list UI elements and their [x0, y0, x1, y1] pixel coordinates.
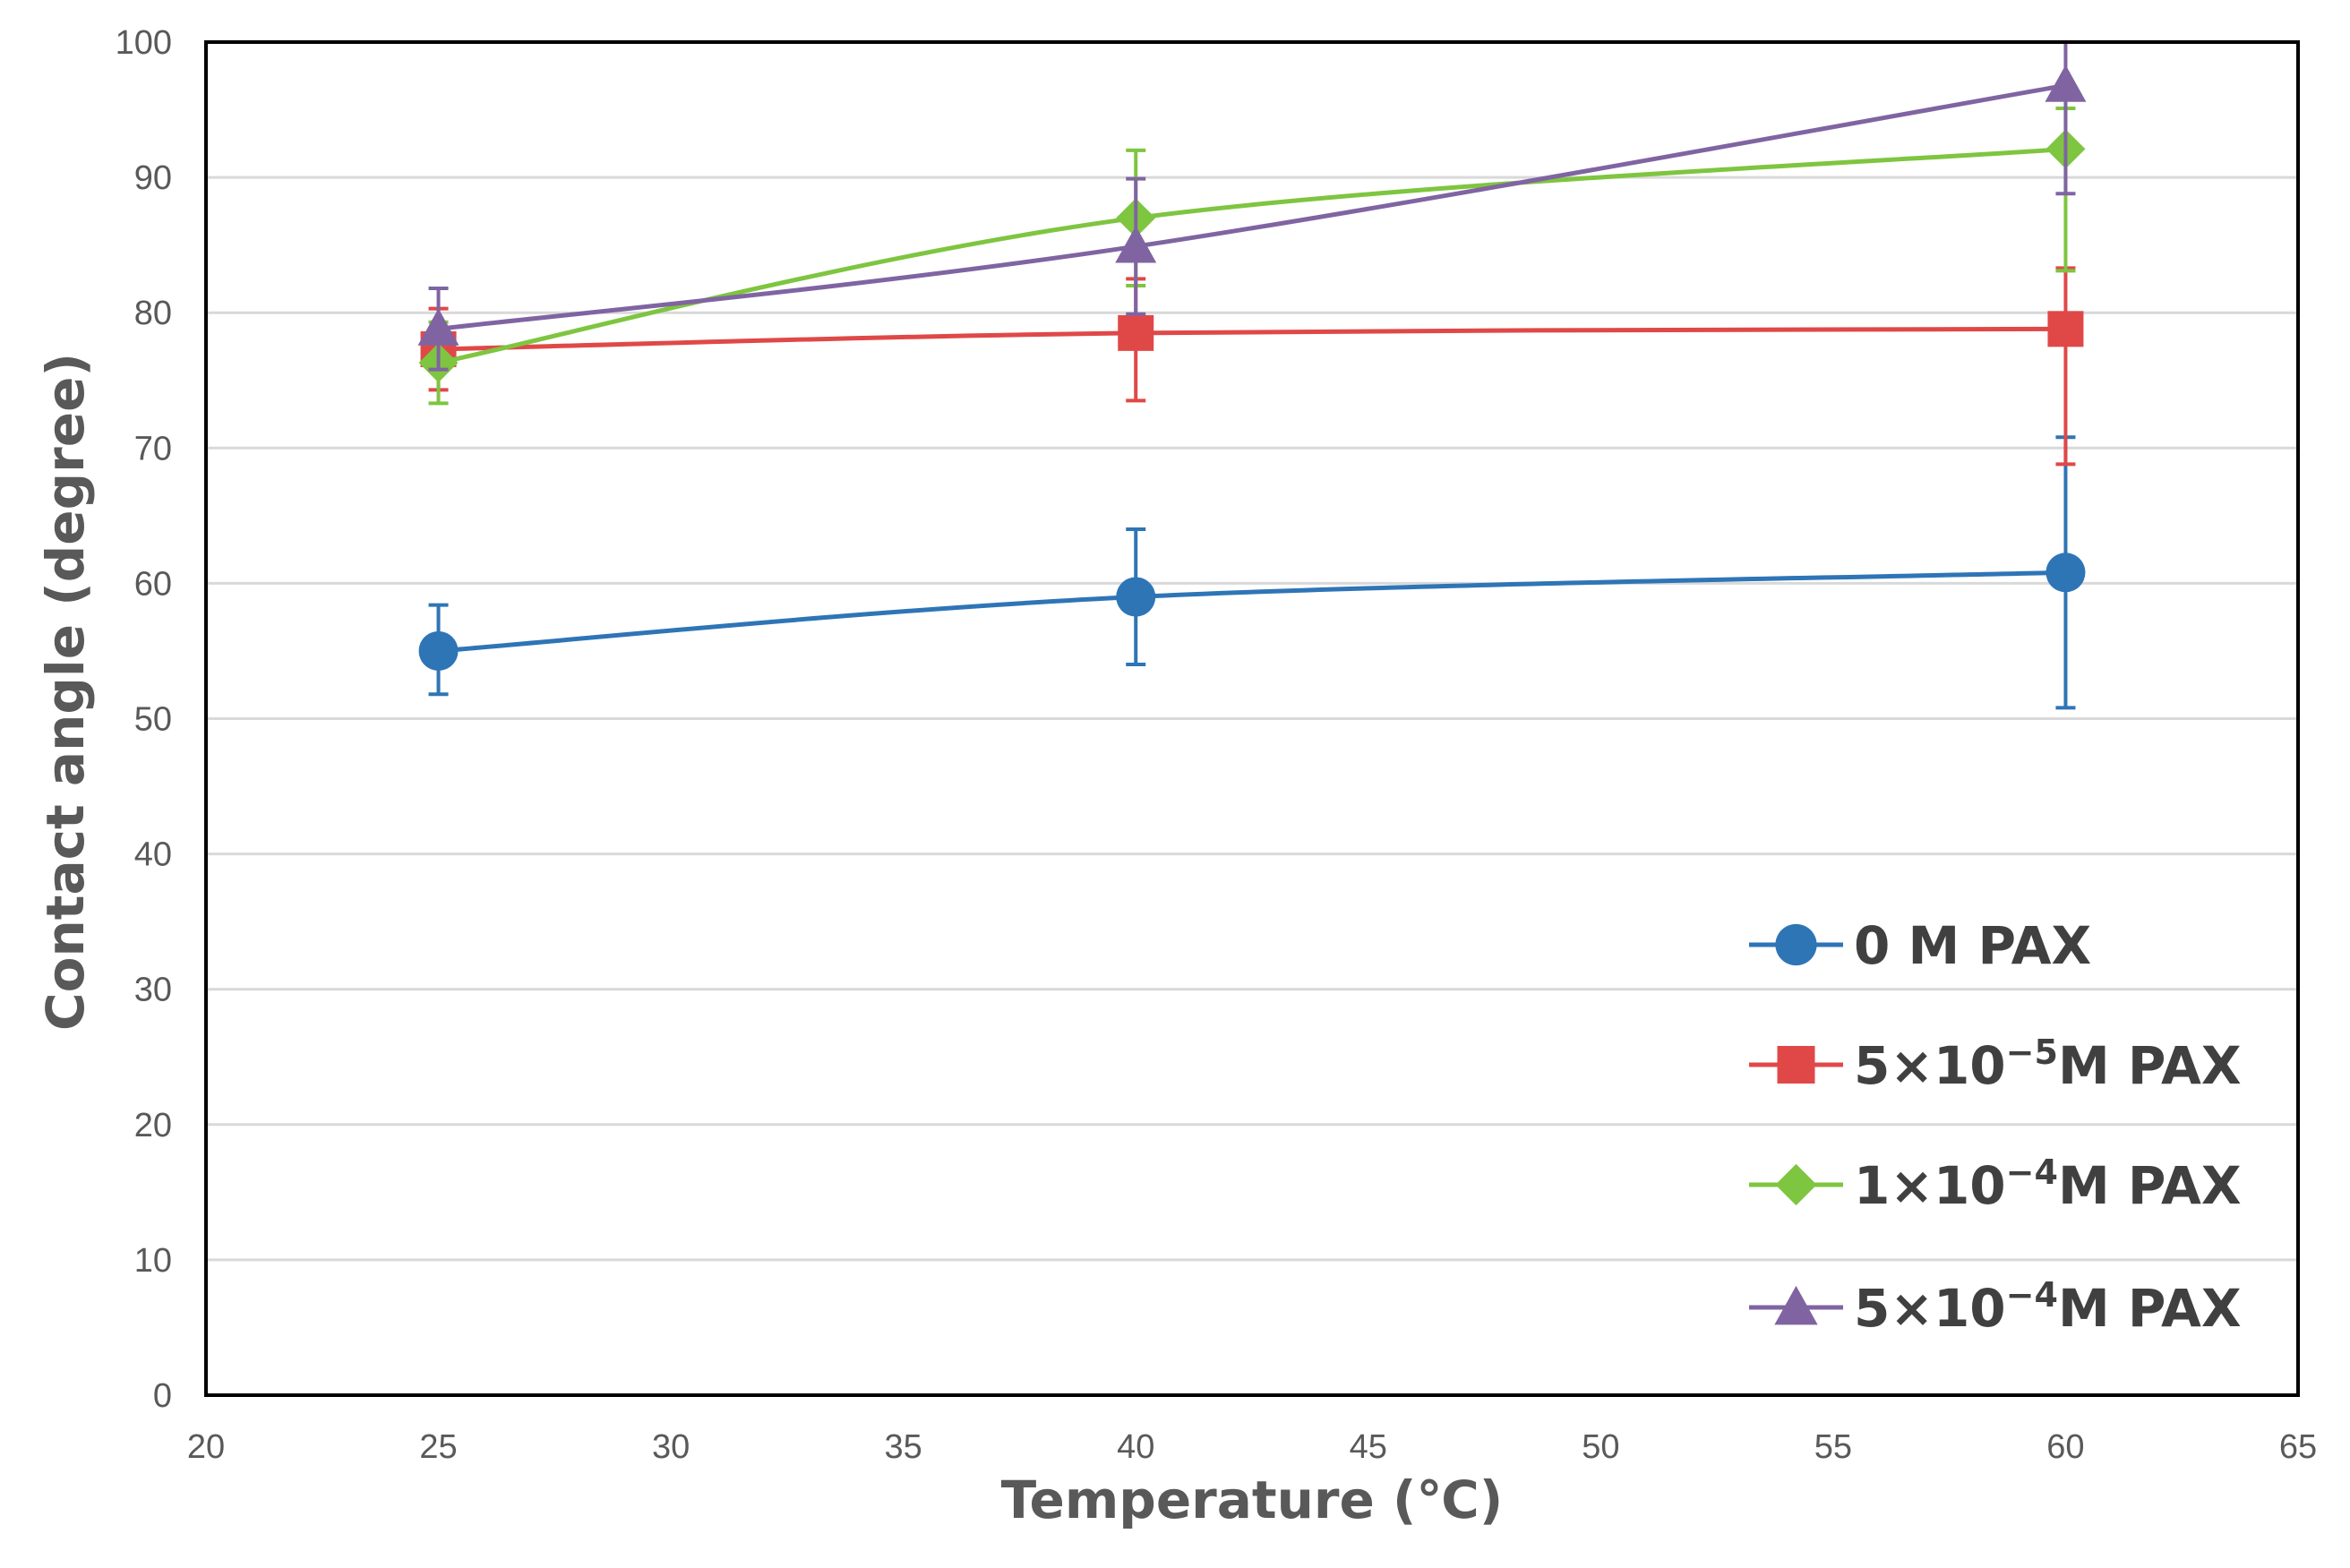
- y-tick-label: 20: [134, 1107, 172, 1144]
- legend-marker: [1775, 1163, 1817, 1206]
- x-tick-label: 35: [885, 1428, 922, 1466]
- legend-label-part: M PAX: [2058, 1155, 2242, 1216]
- y-tick-label: 0: [153, 1377, 172, 1415]
- y-tick-label: 90: [134, 159, 172, 197]
- legend-entry-0: 0 M PAX: [1749, 915, 2091, 976]
- series-line: [438, 146, 2066, 365]
- y-axis-title: Contact angle (degree): [35, 353, 96, 1031]
- data-point: [1116, 577, 1156, 617]
- legend-label-part: M PAX: [2058, 1278, 2242, 1339]
- y-tick-label: 60: [134, 565, 172, 603]
- x-tick-label: 20: [187, 1428, 225, 1466]
- series-2: [418, 107, 2086, 406]
- data-point: [1115, 226, 1157, 263]
- legend-marker: [1775, 923, 1817, 966]
- legend-marker: [1774, 1285, 1818, 1325]
- y-tick-labels: 0 10 20 30 40 50 60 70 80 90 100: [116, 24, 172, 1415]
- y-tick-label: 10: [134, 1242, 172, 1280]
- x-tick-label: 55: [1814, 1428, 1852, 1466]
- data-point: [417, 308, 459, 346]
- legend-label-part: 5×10: [1854, 1278, 2006, 1339]
- data-point: [1118, 314, 1154, 351]
- legend-entry-2: 1×10−4M PAX: [1749, 1152, 2242, 1216]
- legend-exponent: −5: [2006, 1032, 2058, 1072]
- legend-label-part: 1×10: [1854, 1155, 2006, 1216]
- series-0: [418, 435, 2086, 710]
- legend-label: 5×10−5M PAX: [1854, 1032, 2242, 1096]
- x-tick-label: 50: [1582, 1428, 1619, 1466]
- x-tick-label: 40: [1117, 1428, 1154, 1466]
- series-1: [420, 266, 2084, 467]
- legend-entry-3: 5×10−4M PAX: [1749, 1275, 2242, 1339]
- x-tick-label: 60: [2046, 1428, 2084, 1466]
- data-point: [2045, 64, 2087, 102]
- data-series: [417, 40, 2087, 710]
- legend-label: 0 M PAX: [1854, 915, 2091, 976]
- x-tick-label: 65: [2279, 1428, 2317, 1466]
- x-tick-label: 25: [419, 1428, 457, 1466]
- legend-label-part: 0 M PAX: [1854, 915, 2091, 976]
- x-tick-label: 30: [652, 1428, 690, 1466]
- series-3: [417, 40, 2087, 372]
- legend-exponent: −4: [2006, 1152, 2058, 1192]
- y-tick-label: 30: [134, 972, 172, 1009]
- x-tick-label: 45: [1350, 1428, 1387, 1466]
- data-point: [2047, 311, 2084, 347]
- plot-frame: [204, 40, 2300, 1397]
- y-tick-label: 50: [134, 701, 172, 739]
- series-line: [438, 326, 2066, 352]
- grid-lines: [206, 176, 2298, 1262]
- legend-label: 5×10−4M PAX: [1854, 1275, 2242, 1339]
- y-tick-label: 70: [134, 430, 172, 467]
- y-tick-label: 100: [116, 24, 172, 62]
- x-axis-title: Temperature (℃): [1001, 1469, 1504, 1530]
- x-tick-labels: 20 25 30 35 40 45 50 55 60 65: [187, 1428, 2317, 1466]
- legend-label-part: M PAX: [2058, 1035, 2242, 1096]
- legend-marker: [1777, 1046, 1815, 1084]
- legend-entry-1: 5×10−5M PAX: [1749, 1032, 2242, 1096]
- data-point: [2046, 553, 2086, 593]
- legend-exponent: −4: [2006, 1275, 2058, 1315]
- y-tick-label: 80: [134, 295, 172, 332]
- legend-label-part: 5×10: [1854, 1035, 2006, 1096]
- y-tick-label: 40: [134, 836, 172, 874]
- legend-label: 1×10−4M PAX: [1854, 1152, 2242, 1216]
- data-point: [418, 630, 459, 671]
- series-line: [438, 82, 2066, 331]
- series-line: [438, 570, 2066, 654]
